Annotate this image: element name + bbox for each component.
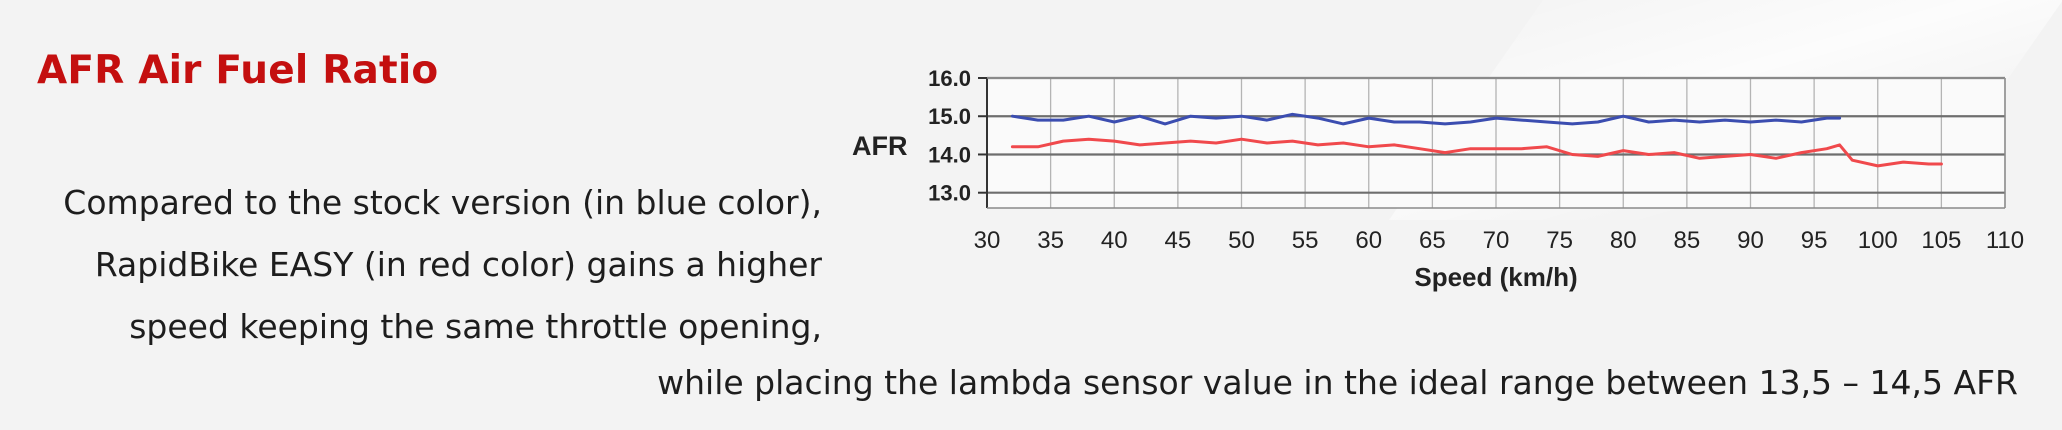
x-tick-label: 110 <box>1986 227 2024 254</box>
x-tick-label: 35 <box>1037 227 1064 254</box>
x-tick-label: 45 <box>1165 227 1192 254</box>
description-line: speed keeping the same throttle opening, <box>129 307 822 346</box>
y-tick-label: 16.0 <box>928 66 971 91</box>
x-tick-label: 100 <box>1858 227 1898 254</box>
x-tick-label: 40 <box>1101 227 1128 254</box>
page-title: AFR Air Fuel Ratio <box>37 48 439 93</box>
series-line-0 <box>1010 112 1842 126</box>
x-tick-label: 50 <box>1228 227 1255 254</box>
x-tick-label: 65 <box>1419 227 1446 254</box>
x-tick-label: 70 <box>1483 227 1510 254</box>
footer-text: while placing the lambda sensor value in… <box>657 363 2018 402</box>
x-axis-label: Speed (km/h) <box>1414 262 1577 292</box>
x-tick-label: 55 <box>1292 227 1319 254</box>
y-tick-label: 13.0 <box>928 181 971 206</box>
y-axis-label: AFR <box>852 131 908 161</box>
x-tick-label: 30 <box>974 227 1001 254</box>
description-line: Compared to the stock version (in blue c… <box>63 183 822 222</box>
x-tick-label: 60 <box>1355 227 1382 254</box>
x-tick-label: 95 <box>1801 227 1828 254</box>
y-tick-label: 14.0 <box>928 142 971 167</box>
x-tick-label: 90 <box>1737 227 1764 254</box>
x-tick-label: 80 <box>1610 227 1637 254</box>
y-tick-label: 15.0 <box>928 104 971 129</box>
x-tick-label: 105 <box>1921 227 1961 254</box>
x-tick-label: 75 <box>1546 227 1573 254</box>
afr-line-chart: 13.0 14.0 15.0 16.0 30 35 40 45 50 55 60 65 70 75 80 85… <box>852 66 2024 292</box>
description-text: Compared to the stock version (in blue c… <box>40 172 822 358</box>
series-line-1 <box>1010 137 1943 168</box>
x-tick-label: 85 <box>1674 227 1701 254</box>
description-line: RapidBike EASY (in red color) gains a hi… <box>94 245 822 284</box>
